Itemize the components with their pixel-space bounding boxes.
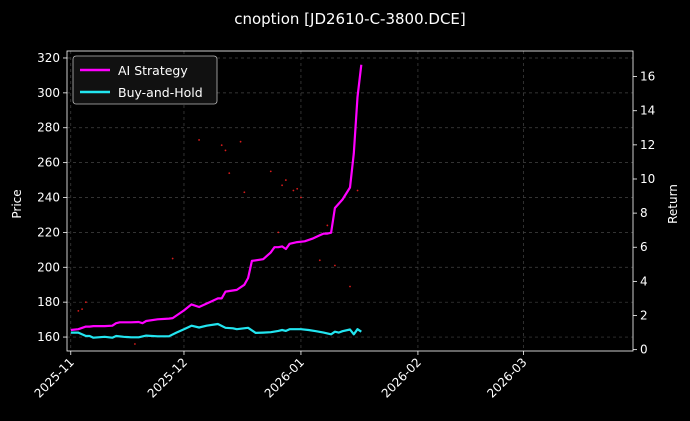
price-point	[228, 172, 231, 174]
price-point	[269, 170, 272, 173]
y-axis-left-label: Price	[10, 189, 24, 218]
y-right-tick-label: 6	[640, 240, 648, 254]
y-left-tick-label: 220	[37, 225, 60, 239]
price-point	[326, 224, 329, 227]
price-point	[171, 257, 174, 260]
price-point	[220, 144, 223, 147]
y-left-tick-label: 280	[37, 121, 60, 135]
price-point	[81, 308, 83, 311]
y-right-tick-label: 14	[640, 104, 655, 118]
chart-title: cnoption [JD2610-C-3800.DCE]	[234, 10, 466, 28]
plot-frame	[66, 50, 634, 352]
price-point	[281, 184, 283, 187]
legend-label-ai-strategy: AI Strategy	[118, 63, 188, 78]
price-point	[318, 259, 321, 262]
y-right-tick-label: 2	[640, 309, 648, 323]
price-point	[300, 196, 302, 199]
legend-label-buy-and-hold: Buy-and-Hold	[118, 85, 203, 100]
y-axis-right-label: Return	[666, 184, 680, 224]
y-left-tick-label: 160	[37, 330, 60, 344]
price-point	[349, 285, 351, 288]
price-point	[84, 301, 87, 304]
price-point	[296, 187, 299, 190]
y-left-tick-label: 200	[37, 260, 60, 274]
y-right-tick-label: 12	[640, 138, 655, 152]
y-right-tick-label: 8	[640, 206, 648, 220]
y-right-tick-label: 4	[640, 274, 648, 288]
price-point	[243, 191, 246, 194]
price-point	[334, 264, 336, 267]
y-left-tick-label: 240	[37, 191, 60, 205]
price-point	[239, 140, 242, 143]
price-point	[356, 189, 359, 192]
legend: AI Strategy Buy-and-Hold	[72, 55, 218, 105]
series-lines	[70, 64, 363, 339]
y-right-tick-label: 0	[640, 343, 648, 357]
price-point	[198, 139, 200, 141]
y-left-tick-label: 260	[37, 156, 60, 170]
price-point	[134, 343, 136, 345]
series-line-buy-and-hold	[70, 322, 362, 339]
price-point	[292, 189, 295, 192]
price-point	[277, 231, 280, 234]
y-left-tick-label: 320	[37, 51, 60, 65]
price-dots	[77, 139, 359, 345]
series-line-ai-strategy	[70, 64, 363, 332]
y-left-tick-label: 180	[37, 295, 60, 309]
grid	[67, 51, 633, 351]
y-right-tick-label: 16	[640, 70, 655, 84]
y-right-tick-label: 10	[640, 172, 655, 186]
price-point	[224, 149, 227, 152]
price-point	[284, 179, 287, 181]
price-point	[77, 309, 80, 312]
y-left-tick-label: 300	[37, 86, 60, 100]
